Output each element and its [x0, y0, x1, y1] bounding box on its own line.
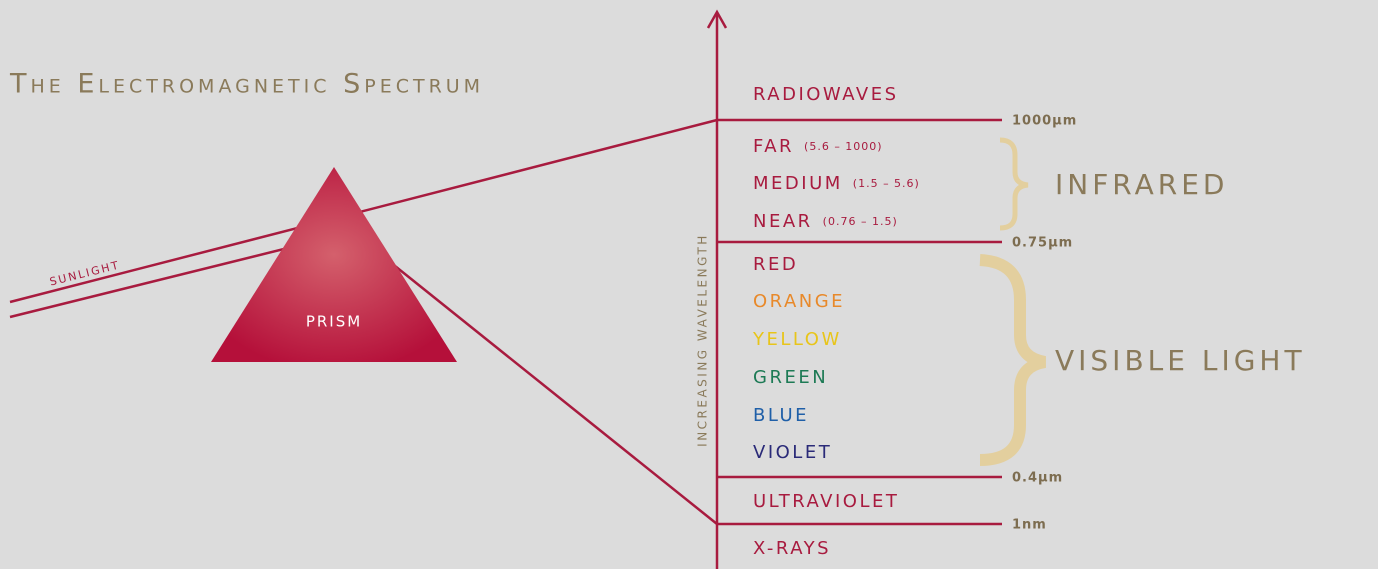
boundary-label: 1nm	[1012, 518, 1047, 533]
band-name: RED	[753, 254, 798, 275]
axis-label: INCREASING WAVELENGTH	[696, 233, 710, 447]
band-range: (5.6 – 1000)	[804, 140, 883, 153]
band-name: X-RAYS	[753, 538, 831, 559]
group-label: VISIBLE LIGHT	[1055, 344, 1306, 377]
infrared-brace	[1000, 140, 1028, 228]
band-label: MEDIUM (1.5 – 5.6)	[753, 173, 920, 194]
band-label: FAR (5.6 – 1000)	[753, 136, 883, 157]
band-name: ORANGE	[753, 291, 845, 312]
prism-label: PRISM	[306, 313, 362, 331]
band-label: GREEN	[753, 367, 828, 388]
band-name: ULTRAVIOLET	[753, 491, 899, 512]
band-name: YELLOW	[752, 329, 842, 350]
band-name: NEAR	[753, 211, 813, 232]
visible-brace	[980, 260, 1045, 460]
band-range: (1.5 – 5.6)	[853, 177, 920, 190]
sunlight-label: SUNLIGHT	[48, 258, 121, 288]
diagram: The Electromagnetic Spectrum PRISM SUNLI…	[0, 0, 1378, 569]
band-label: ORANGE	[753, 291, 845, 312]
band-name: VIOLET	[753, 442, 832, 463]
boundary-label: 0.4µm	[1012, 471, 1063, 486]
band-label: X-RAYS	[753, 538, 831, 559]
band-label: YELLOW	[752, 329, 842, 350]
group-label: INFRARED	[1055, 168, 1229, 201]
band-label: BLUE	[753, 405, 809, 426]
band-name: RADIOWAVES	[753, 84, 899, 105]
band-label: ULTRAVIOLET	[753, 491, 899, 512]
band-label: VIOLET	[753, 442, 832, 463]
band-label: RADIOWAVES	[753, 84, 899, 105]
title: The Electromagnetic Spectrum	[9, 69, 484, 100]
band-name: MEDIUM	[753, 173, 843, 194]
band-name: FAR	[753, 136, 794, 157]
band-range: (0.76 – 1.5)	[823, 215, 898, 228]
band-label: RED	[753, 254, 798, 275]
boundary-label: 1000µm	[1012, 114, 1077, 129]
boundary-label: 0.75µm	[1012, 236, 1073, 251]
band-label: NEAR (0.76 – 1.5)	[753, 211, 898, 232]
band-name: GREEN	[753, 367, 828, 388]
band-name: BLUE	[753, 405, 809, 426]
